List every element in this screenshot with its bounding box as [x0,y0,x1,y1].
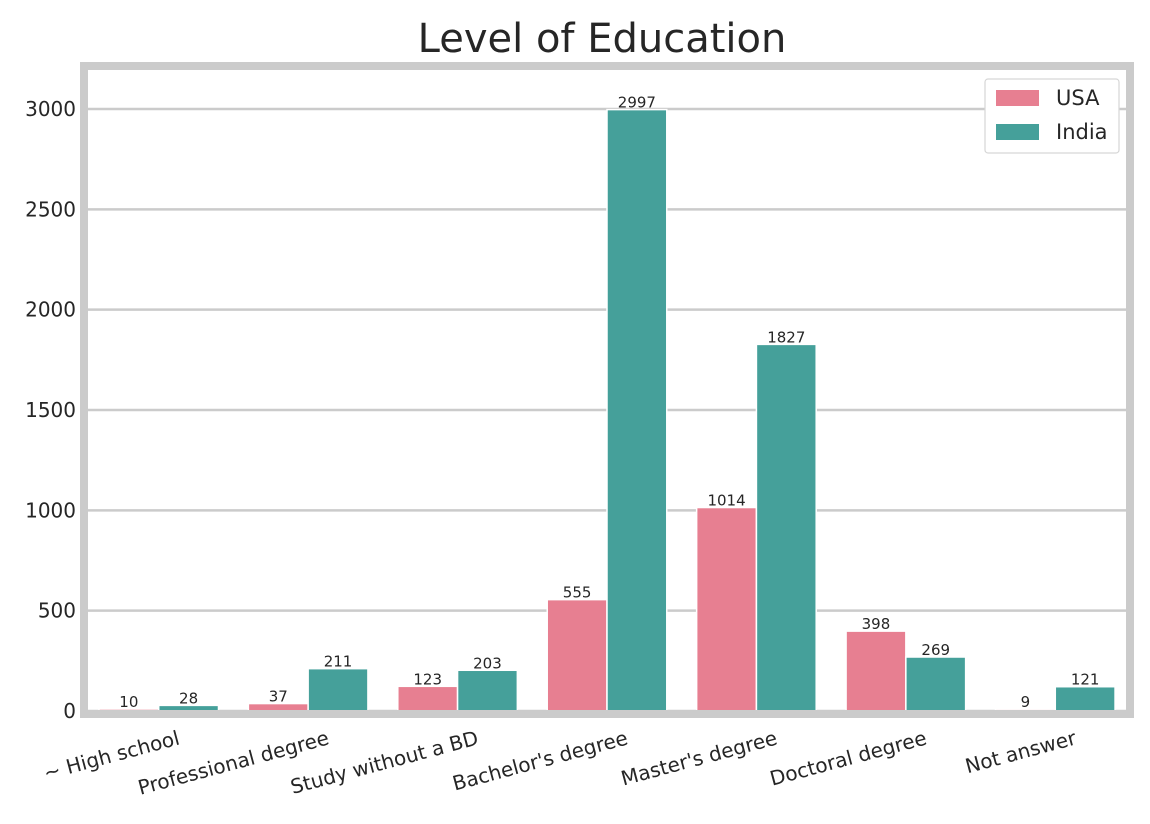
bar-usa [546,598,608,712]
bar-value-label: 1014 [707,492,745,510]
bar-india [1054,685,1116,712]
bar-value-label: 398 [862,615,891,633]
bar-value-label: 121 [1071,671,1100,689]
bar-india [307,667,369,712]
bars [98,108,1116,712]
bar-value-label: 211 [324,653,353,671]
x-tick-label: Doctoral degree [767,726,929,791]
x-tick-label: Not answer [963,725,1080,778]
bar-value-label: 37 [269,688,288,706]
bar-india [905,656,967,712]
y-tick-label: 2500 [25,197,76,221]
bar-value-label: 203 [473,654,502,672]
y-tick-label: 500 [38,599,76,623]
legend: USA India [984,78,1120,154]
y-tick-label: 1000 [25,498,76,522]
bar-value-labels: 10 28 37 211 123 203 555 2997 1014 1827 398 269 9 121 [119,94,1099,712]
y-tick-label: 2000 [25,298,76,322]
bar-value-label: 123 [413,670,442,688]
bar-value-label: 10 [119,693,138,711]
y-tick-label: 1500 [25,398,76,422]
chart-title: Level of Education [418,16,787,62]
legend-swatch-india [996,124,1039,140]
bar-usa [695,506,758,712]
bar-value-label: 2997 [618,94,656,112]
bar-india [606,108,668,712]
legend-label-usa: USA [1056,86,1100,110]
bar-india [456,669,519,712]
x-tick-label: Master's degree [618,726,779,791]
bar-value-label: 1827 [767,328,805,346]
legend-swatch-usa [996,90,1039,106]
y-axis-ticks: 0 500 1000 1500 2000 2500 3000 [25,97,76,723]
bar-value-label: 269 [921,641,950,659]
y-tick-label: 0 [63,699,76,723]
bar-value-label: 28 [179,689,198,707]
bar-usa [845,630,907,712]
legend-label-india: India [1056,120,1108,144]
y-tick-label: 3000 [25,97,76,121]
bar-value-label: 9 [1021,693,1031,711]
bar-usa [397,685,459,712]
plot-frame [80,62,1134,718]
bar-india [755,343,817,712]
bar-value-label: 555 [563,584,592,602]
